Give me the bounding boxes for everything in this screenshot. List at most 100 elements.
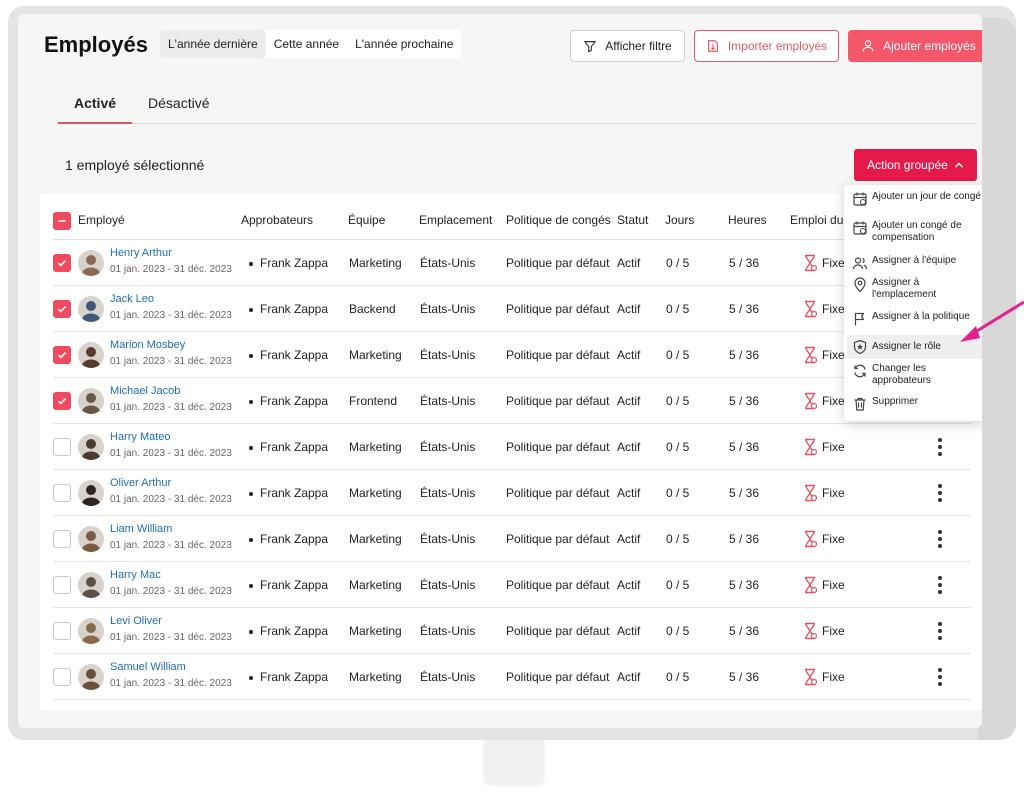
row-more-menu-icon[interactable]: [933, 528, 947, 550]
menu-assign-team[interactable]: Assigner à l'équipe: [847, 255, 982, 271]
menu-assign-policy[interactable]: Assigner à la politique: [847, 311, 982, 327]
approver-cell: Frank Zappa: [249, 532, 328, 546]
bullet-icon: [249, 399, 253, 404]
team-cell: Marketing: [349, 486, 402, 500]
app-screen: Employés L'année dernière Cette année L'…: [18, 14, 982, 728]
menu-assign-location[interactable]: Assigner à l'emplacement: [847, 277, 982, 301]
table-row[interactable]: Oliver Arthur 01 jan. 2023 - 31 déc. 202…: [53, 470, 971, 516]
users-icon: [852, 257, 868, 270]
table-row[interactable]: Samuel William 01 jan. 2023 - 31 déc. 20…: [53, 654, 971, 700]
employee-name-link[interactable]: Henry Arthur: [110, 247, 172, 259]
leave-policy-cell: Politique par défaut: [506, 532, 610, 546]
hourglass-icon: [805, 576, 817, 594]
employee-name-link[interactable]: Oliver Arthur: [110, 477, 172, 489]
row-checkbox[interactable]: [53, 530, 71, 548]
col-approvers[interactable]: Approbateurs: [241, 213, 314, 227]
table-row[interactable]: Harry Mac 01 jan. 2023 - 31 déc. 2023 Fr…: [53, 562, 971, 608]
col-location[interactable]: Emplacement: [419, 213, 493, 227]
employee-name-link[interactable]: Harry Mac: [110, 569, 161, 581]
menu-delete[interactable]: Supprimer: [847, 396, 982, 412]
row-more-menu-icon[interactable]: [933, 574, 947, 596]
employee-name-link[interactable]: Samuel William: [110, 661, 186, 673]
row-checkbox[interactable]: [53, 254, 71, 272]
menu-assign-role[interactable]: Assigner le rôle: [847, 335, 982, 359]
employee-period: 01 jan. 2023 - 31 déc. 2023: [110, 356, 232, 367]
col-hours[interactable]: Heures: [728, 213, 767, 227]
team-cell: Backend: [349, 302, 396, 316]
table-row[interactable]: Liam William 01 jan. 2023 - 31 déc. 2023…: [53, 516, 971, 562]
col-team[interactable]: Équipe: [348, 213, 386, 227]
location-cell: États-Unis: [420, 670, 476, 684]
hours-cell: 5 / 36: [729, 624, 760, 638]
menu-add-compensation-leave[interactable]: Ajouter un congé de compensation: [847, 220, 982, 244]
row-checkbox[interactable]: [53, 576, 71, 594]
approver-cell: Frank Zappa: [249, 578, 328, 592]
leave-policy-cell: Politique par défaut: [506, 624, 610, 638]
table-row[interactable]: Michael Jacob 01 jan. 2023 - 31 déc. 202…: [53, 378, 971, 424]
schedule-cell: Fixe: [822, 394, 845, 408]
employee-name-link[interactable]: Jack Leo: [110, 293, 155, 305]
row-more-menu-icon[interactable]: [933, 482, 947, 504]
location-cell: États-Unis: [420, 486, 476, 500]
bullet-icon: [249, 583, 253, 588]
approver-cell: Frank Zappa: [249, 486, 328, 500]
hours-cell: 5 / 36: [729, 670, 760, 684]
tab-deactivated[interactable]: Désactivé: [148, 95, 210, 111]
days-cell: 0 / 5: [666, 532, 690, 546]
schedule-cell: Fixe: [822, 302, 845, 316]
import-employees-label: Importer employés: [727, 39, 828, 53]
col-employee[interactable]: Employé: [78, 213, 125, 227]
avatar: [78, 526, 104, 552]
hours-cell: 5 / 36: [729, 440, 760, 454]
status-cell: Actif: [617, 440, 641, 454]
avatar: [78, 618, 104, 644]
col-status[interactable]: Statut: [617, 213, 649, 227]
hourglass-icon: [805, 300, 817, 318]
add-employees-button[interactable]: Ajouter employés: [848, 30, 982, 62]
row-checkbox[interactable]: [53, 438, 71, 456]
col-leave-policy[interactable]: Politique de congés: [506, 213, 611, 227]
period-this-year[interactable]: Cette année: [273, 37, 340, 51]
employee-name-link[interactable]: Harry Mateo: [110, 431, 171, 443]
employee-name-link[interactable]: Levi Oliver: [110, 615, 162, 627]
table-row[interactable]: Harry Mateo 01 jan. 2023 - 31 déc. 2023 …: [53, 424, 971, 470]
select-all-checkbox[interactable]: [53, 212, 71, 230]
col-schedule[interactable]: Emploi du t: [790, 213, 851, 227]
menu-change-approvers[interactable]: Changer les approbateurs: [847, 363, 982, 387]
period-next-year[interactable]: L'année prochaine: [355, 37, 454, 51]
row-checkbox[interactable]: [53, 346, 71, 364]
table-row[interactable]: Henry Arthur 01 jan. 2023 - 31 déc. 2023…: [53, 240, 971, 286]
table-row[interactable]: Levi Oliver 01 jan. 2023 - 31 déc. 2023 …: [53, 608, 971, 654]
approver-name: Frank Zappa: [260, 578, 329, 592]
schedule-cell: Fixe: [822, 670, 845, 684]
period-last-year[interactable]: L'année dernière: [160, 30, 266, 58]
tab-active[interactable]: Activé: [58, 92, 133, 124]
employee-period: 01 jan. 2023 - 31 déc. 2023: [110, 586, 232, 597]
row-checkbox[interactable]: [53, 300, 71, 318]
row-checkbox[interactable]: [53, 392, 71, 410]
table-row[interactable]: Jack Leo 01 jan. 2023 - 31 déc. 2023 Fra…: [53, 286, 971, 332]
approver-cell: Frank Zappa: [249, 624, 328, 638]
table-row[interactable]: Marion Mosbey 01 jan. 2023 - 31 déc. 202…: [53, 332, 971, 378]
employee-name-link[interactable]: Liam William: [110, 523, 173, 535]
row-checkbox[interactable]: [53, 622, 71, 640]
row-checkbox[interactable]: [53, 668, 71, 686]
bulk-action-button[interactable]: Action groupée: [854, 149, 977, 181]
check-icon: [57, 259, 67, 267]
row-more-menu-icon[interactable]: [933, 666, 947, 688]
chevron-up-icon: [954, 162, 963, 168]
row-checkbox[interactable]: [53, 484, 71, 502]
employee-name-link[interactable]: Marion Mosbey: [110, 339, 186, 351]
employee-name-link[interactable]: Michael Jacob: [110, 385, 181, 397]
hours-cell: 5 / 36: [729, 578, 760, 592]
map-pin-icon: [854, 277, 866, 293]
approver-name: Frank Zappa: [260, 486, 329, 500]
menu-add-day-off[interactable]: Ajouter un jour de congé: [847, 191, 982, 207]
row-more-menu-icon[interactable]: [933, 620, 947, 642]
days-cell: 0 / 5: [666, 394, 690, 408]
import-employees-button[interactable]: Importer employés: [694, 30, 839, 62]
show-filter-button[interactable]: Afficher filtre: [570, 30, 685, 62]
col-days[interactable]: Jours: [665, 213, 695, 227]
row-more-menu-icon[interactable]: [933, 436, 947, 458]
hours-cell: 5 / 36: [729, 532, 760, 546]
